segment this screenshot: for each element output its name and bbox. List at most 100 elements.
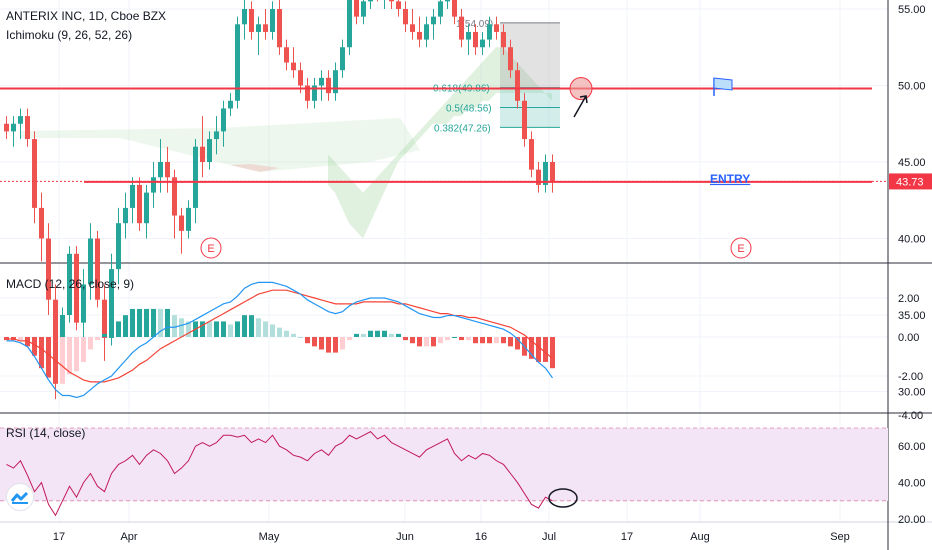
macd-histogram-bar [284,330,289,337]
candle-body [123,207,128,224]
macd-line [6,281,553,399]
candle-body [340,47,345,71]
candle-body [186,207,191,231]
macd-histogram-bar [312,337,317,347]
macd-histogram-bar [501,337,506,344]
macd-histogram-bar [109,330,114,337]
macd-histogram-bar [424,337,429,347]
macd-histogram-bar [410,337,415,344]
macd-histogram-bar [221,321,226,337]
fib-level-label: 1(54.09) [456,19,493,30]
logo-glyph [10,491,29,504]
macd-histogram-bar [494,337,499,344]
macd-histogram-bar [32,337,37,356]
macd-histogram-bar [46,337,51,378]
candle-body [522,100,527,140]
time-axis-tick: May [259,531,280,543]
macd-histogram-bar [158,308,163,337]
candle-body [424,24,429,40]
macd-axis-tick: 2.00 [898,293,919,305]
candle-body [137,184,142,224]
macd-histogram-bar [389,333,394,337]
candle-body [130,184,135,208]
candle-body [494,24,499,32]
candle-body [207,139,212,162]
fib-level-label: 0.382(47.26) [434,123,491,134]
candle-body [11,123,16,132]
earnings-marker [730,237,752,259]
candle-body [284,47,289,63]
candle-body [452,0,457,17]
candle-body [67,253,72,315]
candle-body [165,162,170,178]
candle-body [347,0,352,48]
ichimoku-cloud-bear [230,164,280,172]
candle-body [39,207,44,239]
earnings-marker-label: E [737,243,744,255]
macd-histogram-bar [375,330,380,337]
price-axis-tick: 30.00 [898,387,926,399]
tradingview-logo-icon[interactable] [6,483,34,511]
macd-histogram-bar [263,321,268,337]
macd-histogram-bar [200,321,205,337]
macd-histogram-bar [508,337,513,347]
macd-histogram-bar [277,327,282,337]
candle-body [333,70,338,94]
macd-histogram-bar [480,337,485,344]
rsi-axis-tick: 20.00 [898,514,926,526]
candle-body [88,238,93,285]
rsi-highlight-ellipse [548,488,578,508]
macd-histogram-bar [242,315,247,337]
macd-histogram-bar [326,337,331,353]
rsi-band [0,428,888,501]
candle-body [410,24,415,32]
macd-axis-tick: -4.00 [898,410,923,422]
candle-body [277,9,282,48]
candle-body [200,146,205,162]
macd-histogram-bar [88,337,93,350]
macd-histogram-bar [459,337,464,341]
macd-histogram-bar [228,324,233,337]
ichimoku-indicator-label[interactable]: Ichimoku (9, 26, 52, 26) [6,28,133,42]
price-axis-tick: 55.00 [898,4,926,16]
candle-body [221,108,226,132]
macd-histogram-bar [298,337,303,338]
candle-body [18,116,23,124]
earnings-marker-label: E [207,243,214,255]
candle-body [438,1,443,17]
time-axis-tick: Sep [830,531,850,543]
candle-body [550,162,555,182]
candle-body [263,24,268,32]
time-axis-tick: 16 [475,531,487,543]
candle-body [193,146,198,208]
macd-histogram-bar [333,337,338,353]
candle-body [361,1,366,17]
candle-body [319,77,324,86]
macd-histogram-bar [417,337,422,347]
time-axis-tick: Aug [690,531,710,543]
candle-body [536,169,541,185]
price-axis-tick: 50.00 [898,81,926,93]
macd-histogram-bar [81,337,86,362]
macd-histogram-bar [550,337,555,369]
candle-body [249,9,254,32]
price-axis-tick: 40.00 [898,234,926,246]
macd-histogram-bar [165,308,170,337]
candle-body [396,1,401,9]
candle-body [25,116,30,140]
macd-histogram-bar [445,337,450,341]
macd-histogram-bar [515,337,520,350]
macd-histogram-bar [144,308,149,337]
macd-histogram-bar [487,337,492,344]
macd-histogram-bar [403,337,408,341]
candle-body [116,223,121,270]
candle-body [431,16,436,25]
macd-histogram-bar [172,315,177,337]
candle-body [354,0,359,17]
rsi-indicator-label[interactable]: RSI (14, close) [6,426,86,440]
candle-body [179,215,184,231]
macd-indicator-label[interactable]: MACD (12, 26, close, 9) [6,277,135,291]
last-price-label: 43.73 [896,176,924,188]
macd-signal-line [6,289,553,383]
